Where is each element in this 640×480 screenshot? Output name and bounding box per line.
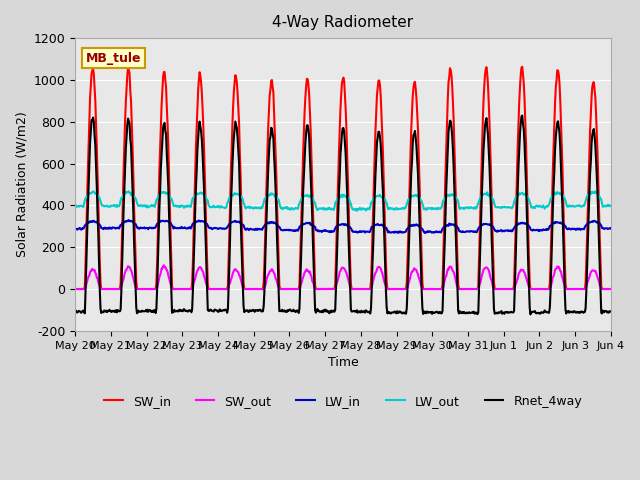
Legend: SW_in, SW_out, LW_in, LW_out, Rnet_4way: SW_in, SW_out, LW_in, LW_out, Rnet_4way	[99, 390, 587, 413]
Y-axis label: Solar Radiation (W/m2): Solar Radiation (W/m2)	[15, 111, 28, 257]
Text: MB_tule: MB_tule	[86, 51, 141, 64]
X-axis label: Time: Time	[328, 356, 358, 369]
Title: 4-Way Radiometer: 4-Way Radiometer	[273, 15, 413, 30]
